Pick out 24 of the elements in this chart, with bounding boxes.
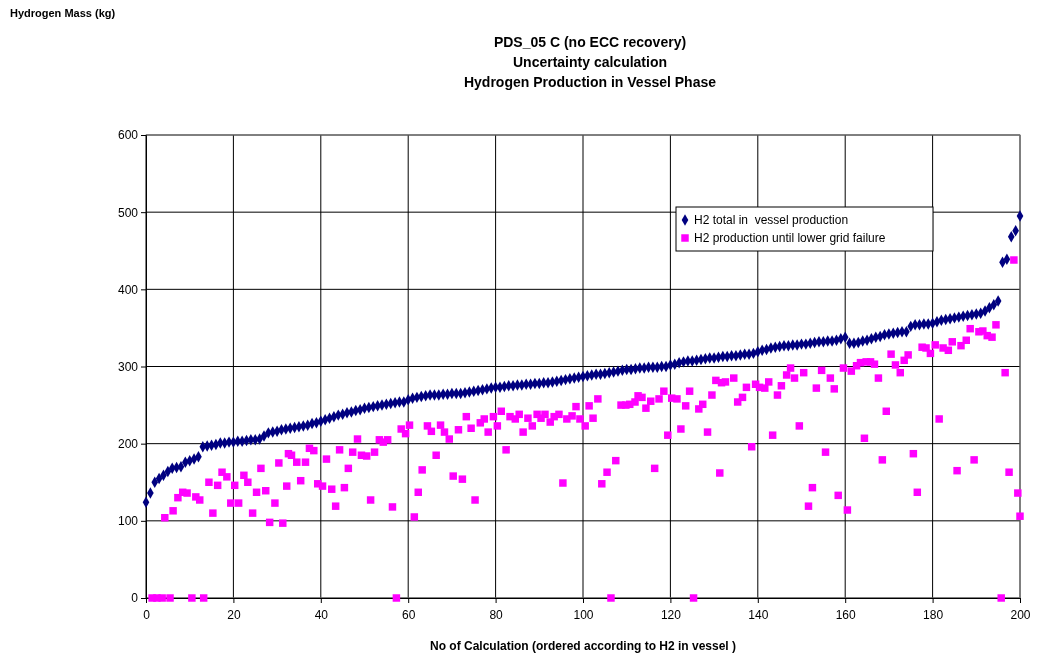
x-tick-label: 180 <box>923 608 944 623</box>
y-tick-label: 300 <box>117 359 139 374</box>
y-tick-label: 100 <box>117 514 139 529</box>
x-tick-label: 40 <box>314 608 329 623</box>
y-tick-label: 600 <box>117 128 139 143</box>
x-tick-label: 160 <box>835 608 857 623</box>
x-axis-title: No of Calculation (ordered according to H2 in vessel ) <box>429 639 737 653</box>
legend-label: H2 total in vessel production <box>694 213 849 227</box>
legend-label: H2 production until lower grid failure <box>694 231 886 245</box>
chart-subtitle: Uncertainty calculation Hydrogen Production in Vessel Phase <box>463 54 717 90</box>
x-tick-label: 80 <box>489 608 504 623</box>
y-tick-label: 200 <box>117 437 139 452</box>
x-tick-label: 120 <box>660 608 682 623</box>
y-tick-label: 500 <box>117 205 139 220</box>
x-tick-label: 140 <box>748 608 769 623</box>
chart-title: PDS_05 C (no ECC recovery) <box>493 34 687 50</box>
x-tick-label: 60 <box>402 608 416 623</box>
x-tick-label: 100 <box>573 608 594 623</box>
x-tick-label: 20 <box>227 608 241 623</box>
text: Hydrogen Mass (kg) <box>10 7 116 19</box>
y-tick-label: 400 <box>117 282 139 297</box>
x-tick-label: 200 <box>1010 608 1031 623</box>
x-tick-label: 0 <box>143 608 151 623</box>
y-tick-label: 0 <box>131 591 139 606</box>
